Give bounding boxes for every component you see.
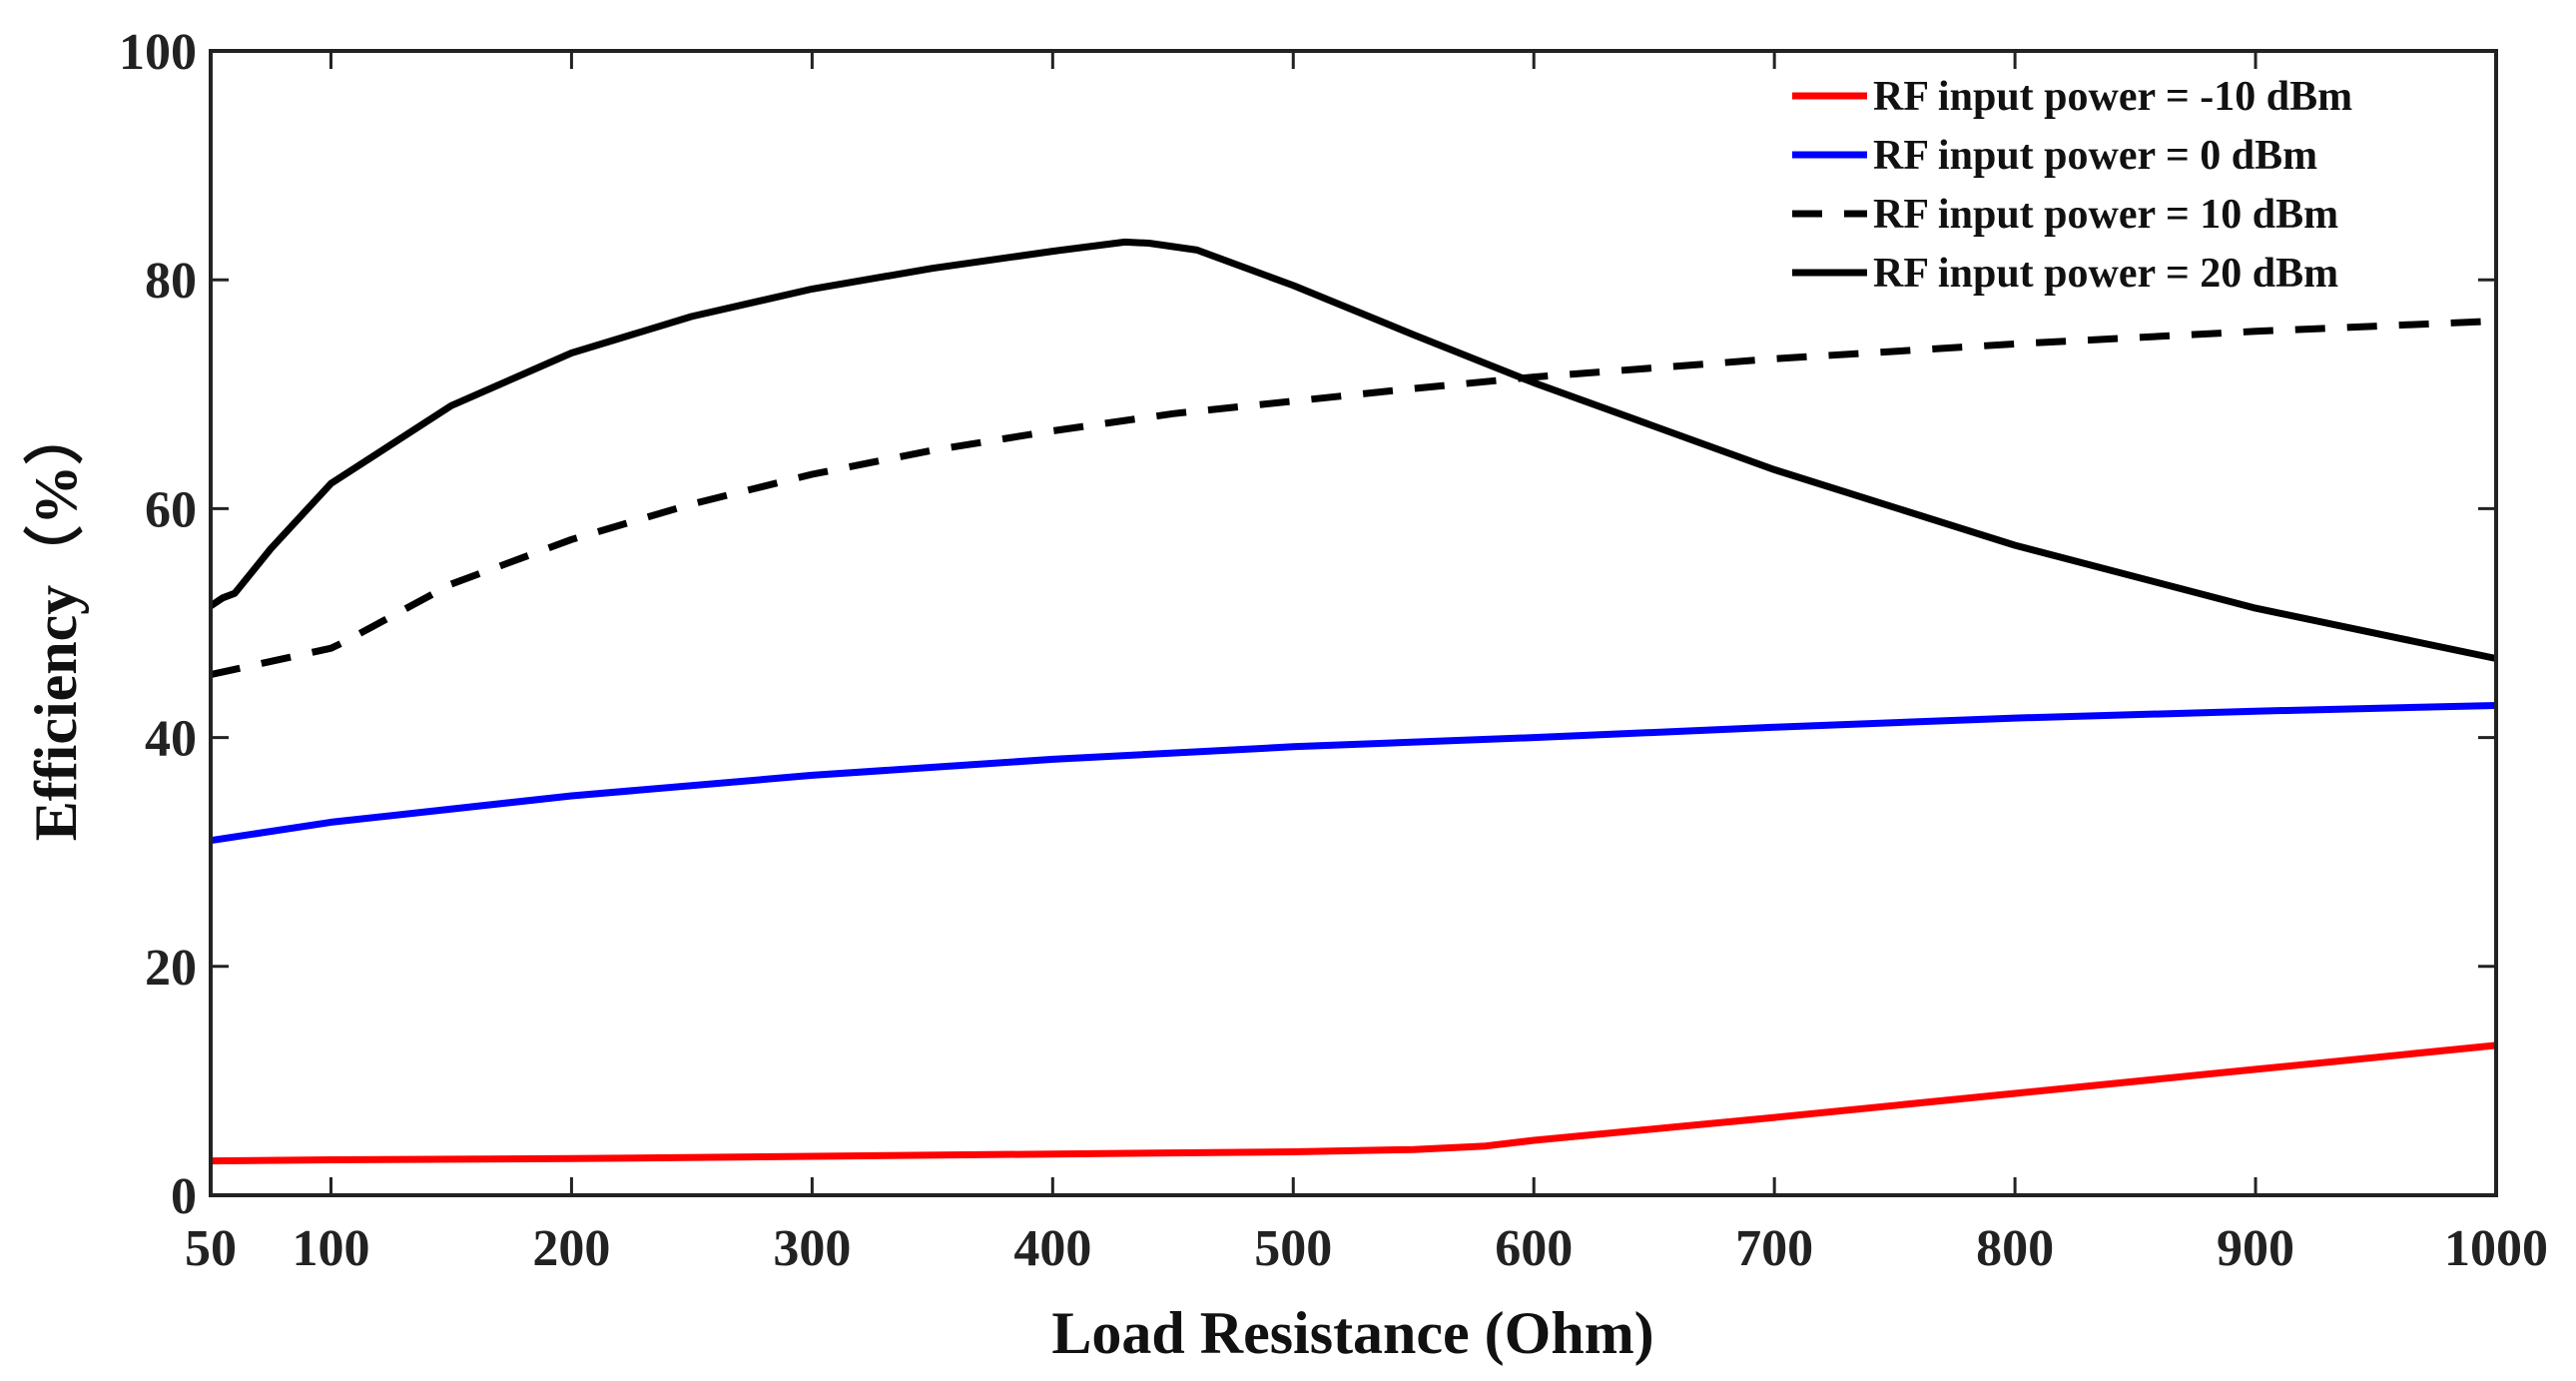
x-axis-title: Load Resistance (Ohm) [1051,1300,1653,1366]
y-tick-label: 60 [145,481,197,538]
series-line-1 [210,702,2497,845]
legend: RF input power = -10 dBm RF input power =… [1792,74,2352,297]
x-tick-label: 500 [1254,1220,1332,1277]
x-tick-label: 600 [1495,1220,1573,1277]
plot-frame [209,49,2498,1197]
y-tick-label: 0 [171,1168,197,1225]
y-tick-label: 80 [145,253,197,310]
series-line-2 [210,318,2497,679]
x-tick-label: 1000 [2444,1220,2548,1277]
x-tick-label: 900 [2217,1220,2294,1277]
y-tick-label: 100 [119,24,197,81]
x-tick-label: 800 [1976,1220,2054,1277]
x-tick-label: 700 [1735,1220,1813,1277]
y-tick-label: 40 [145,711,197,768]
y-tick-label: 20 [145,940,197,997]
legend-label-1: RF input power = 0 dBm [1873,133,2317,179]
axis-ticks: 50 100 200 300 400 500 600 700 800 900 1000 0 20 40 60… [119,24,2548,1277]
x-tick-label: 200 [532,1220,610,1277]
legend-label-0: RF input power = -10 dBm [1873,74,2352,120]
x-tick-label: 300 [773,1220,851,1277]
legend-label-3: RF input power = 20 dBm [1873,251,2338,297]
legend-label-2: RF input power = 10 dBm [1873,192,2338,238]
series-line-3 [209,238,2497,662]
x-tick-label: 400 [1013,1220,1091,1277]
series-line-0 [210,1041,2497,1165]
series-layer [209,238,2497,1165]
y-axis-title: Efficiency（%） [22,405,89,842]
x-tick-label: 100 [292,1220,369,1277]
x-tick-label: 50 [185,1220,237,1277]
